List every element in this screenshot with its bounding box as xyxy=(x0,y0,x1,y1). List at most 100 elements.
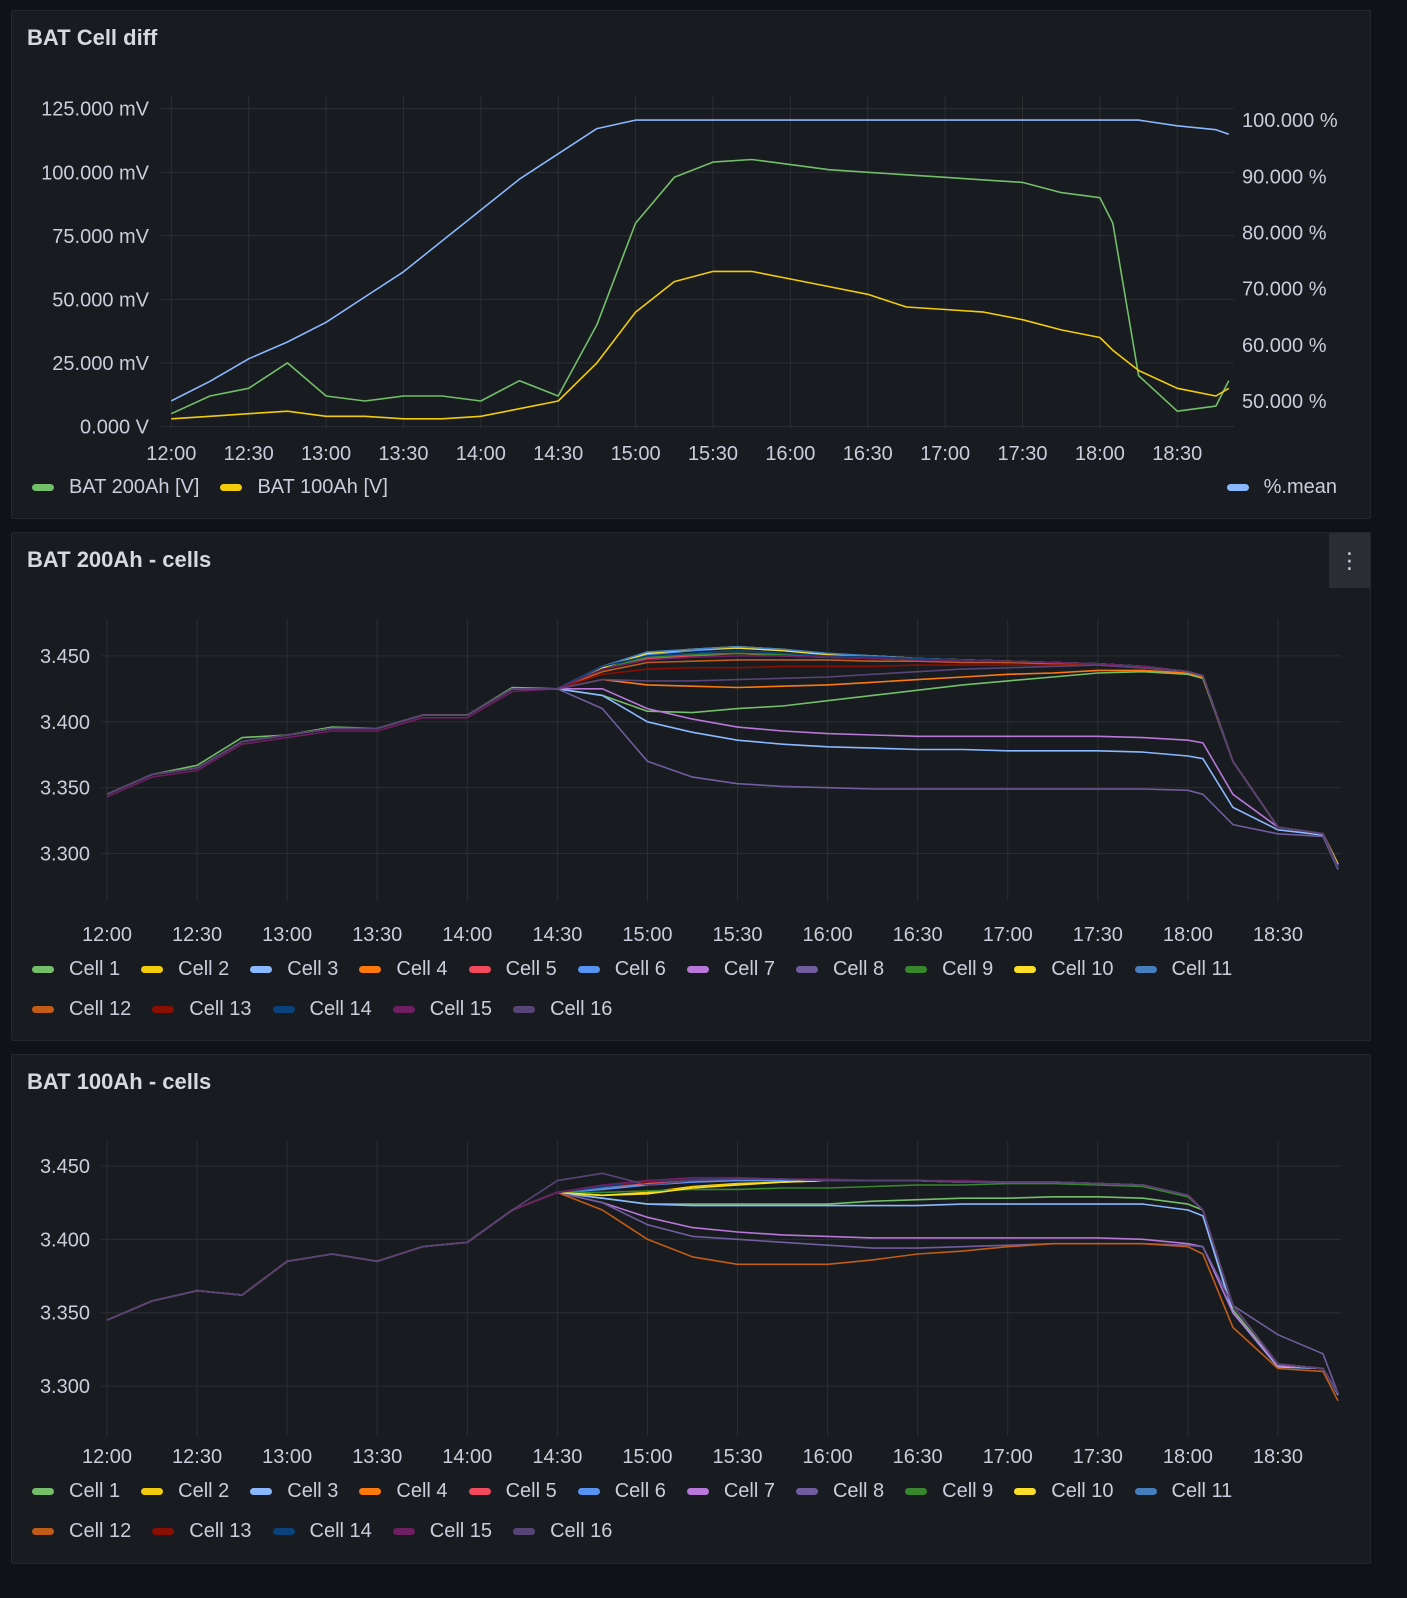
legend-label: Cell 16 xyxy=(550,1519,613,1542)
legend-swatch xyxy=(32,1527,54,1535)
legend-item[interactable]: Cell 1 xyxy=(32,1480,120,1502)
x-tick-label: 14:30 xyxy=(532,1446,582,1468)
legend-item[interactable]: Cell 13 xyxy=(152,998,252,1020)
legend-label: BAT 100Ah [V] xyxy=(257,475,388,498)
x-tick-label: 16:00 xyxy=(803,1446,853,1468)
legend-item[interactable]: Cell 14 xyxy=(272,1520,372,1542)
legend-swatch xyxy=(392,1005,415,1013)
legend-label: Cell 9 xyxy=(942,957,994,980)
x-tick-label: 12:30 xyxy=(224,443,274,465)
legend-label: Cell 11 xyxy=(1171,1479,1233,1502)
legend-item[interactable]: Cell 3 xyxy=(250,958,338,980)
legend-swatch xyxy=(32,965,54,973)
series-line-cell-9 xyxy=(106,1182,1339,1394)
legend-swatch xyxy=(32,1487,54,1495)
legend-item[interactable]: Cell 8 xyxy=(795,958,884,980)
series-line-cell-8 xyxy=(106,1191,1339,1394)
legend-item[interactable]: %.mean xyxy=(1226,475,1337,498)
legend-swatch xyxy=(141,1487,164,1495)
legend-item[interactable]: Cell 4 xyxy=(359,958,448,980)
y-right-tick-label: 70.000 % xyxy=(1242,279,1327,301)
legend-item[interactable]: Cell 4 xyxy=(359,1480,448,1502)
y-tick-label: 0.000 V xyxy=(80,416,150,438)
legend-item[interactable]: Cell 1 xyxy=(32,958,120,980)
legend-swatch xyxy=(905,1487,928,1495)
series-line-cell-1 xyxy=(106,670,1339,868)
legend-swatch xyxy=(152,1005,175,1013)
legend-label: Cell 16 xyxy=(550,997,613,1020)
legend-item[interactable]: Cell 3 xyxy=(250,1480,338,1502)
legend-item[interactable]: Cell 15 xyxy=(392,1520,492,1542)
x-tick-label: 17:00 xyxy=(920,443,970,465)
legend-item[interactable]: Cell 7 xyxy=(686,1480,775,1502)
panel-bat-100ah-cells: BAT 100Ah - cells 12:00 12:30 13:00 13:30 14… xyxy=(11,1054,1371,1564)
legend-item[interactable]: Cell 11 xyxy=(1134,958,1232,980)
panel-menu-button[interactable]: ⋮ xyxy=(1329,533,1370,588)
legend-swatch xyxy=(1014,965,1037,973)
legend-item[interactable]: Cell 13 xyxy=(152,1520,252,1542)
legend-swatch xyxy=(577,1487,600,1495)
legend-label: Cell 10 xyxy=(1051,957,1114,980)
panel-title: BAT 100Ah - cells xyxy=(27,1069,212,1094)
x-tick-label: 16:30 xyxy=(893,924,943,946)
legend-item[interactable]: Cell 5 xyxy=(468,957,557,980)
series-line-cell-1 xyxy=(106,1191,1339,1394)
legend-item[interactable]: Cell 9 xyxy=(905,1480,993,1502)
legend-swatch xyxy=(795,965,818,973)
x-tick-label: 18:00 xyxy=(1163,1446,1213,1468)
legend-item[interactable]: Cell 12 xyxy=(32,998,131,1020)
x-tick-label: 12:30 xyxy=(172,1446,222,1468)
legend-item[interactable]: Cell 10 xyxy=(1014,1480,1114,1502)
legend-item[interactable]: Cell 6 xyxy=(577,958,666,980)
x-tick-label: 18:00 xyxy=(1075,443,1125,465)
legend-item[interactable]: Cell 6 xyxy=(577,1480,666,1502)
legend-item[interactable]: BAT 200Ah [V] xyxy=(32,476,199,498)
x-tick-label: 14:00 xyxy=(442,1446,492,1468)
legend-swatch xyxy=(32,1005,54,1013)
y-right-tick-label: 90.000 % xyxy=(1242,166,1327,188)
x-tick-label: 18:30 xyxy=(1152,443,1202,465)
legend-label: %.mean xyxy=(1263,475,1337,498)
legend-item[interactable]: Cell 5 xyxy=(468,1479,557,1502)
y-tick-label: 3.300 xyxy=(40,1376,90,1398)
series-line-cell-4 xyxy=(106,1178,1339,1394)
legend-item[interactable]: Cell 14 xyxy=(272,998,372,1020)
series-line-cell-7 xyxy=(106,1191,1339,1394)
x-tick-label: 16:30 xyxy=(843,443,893,465)
legend-item[interactable]: Cell 16 xyxy=(513,1520,612,1542)
legend-item[interactable]: Cell 10 xyxy=(1014,957,1114,980)
legend-item[interactable]: Cell 2 xyxy=(141,1480,229,1502)
legend-item[interactable]: Cell 11 xyxy=(1134,1479,1233,1502)
x-tick-label: 18:30 xyxy=(1253,924,1303,946)
series-line-cell-13 xyxy=(106,1176,1339,1394)
x-tick-label: 14:30 xyxy=(533,443,583,465)
legend-item[interactable]: Cell 9 xyxy=(905,958,993,980)
x-tick-label: 15:00 xyxy=(611,443,661,465)
legend-item[interactable]: Cell 16 xyxy=(513,998,612,1020)
legend-swatch xyxy=(686,965,709,973)
x-tick-label: 12:00 xyxy=(82,1446,132,1468)
series-line-cell-13 xyxy=(106,664,1339,868)
x-tick-label: 15:00 xyxy=(622,924,672,946)
legend-label: Cell 7 xyxy=(723,957,775,980)
legend-item[interactable]: Cell 2 xyxy=(141,958,229,980)
legend-item[interactable]: Cell 12 xyxy=(32,1520,131,1542)
legend-swatch xyxy=(250,1487,273,1495)
legend-item[interactable]: BAT 100Ah [V] xyxy=(220,475,388,498)
x-tick-label: 13:30 xyxy=(352,924,402,946)
series-line-cell-4 xyxy=(106,669,1339,868)
x-tick-label: 13:30 xyxy=(352,1446,402,1468)
legend-label: Cell 5 xyxy=(505,957,557,980)
legend-label: Cell 12 xyxy=(69,997,132,1020)
series-line-cell-12 xyxy=(106,659,1339,868)
x-tick-label: 17:30 xyxy=(1073,924,1123,946)
legend-item[interactable]: Cell 7 xyxy=(686,957,775,980)
legend-item[interactable]: Cell 15 xyxy=(392,998,492,1020)
legend-swatch xyxy=(359,1487,382,1495)
series-line--mean xyxy=(170,119,1230,402)
series-line-cell-2 xyxy=(106,1179,1339,1394)
legend-swatch xyxy=(1134,1487,1157,1495)
legend-item[interactable]: Cell 8 xyxy=(795,1479,885,1502)
legend-label: Cell 5 xyxy=(505,1479,557,1502)
legend-label: Cell 8 xyxy=(832,1479,885,1502)
